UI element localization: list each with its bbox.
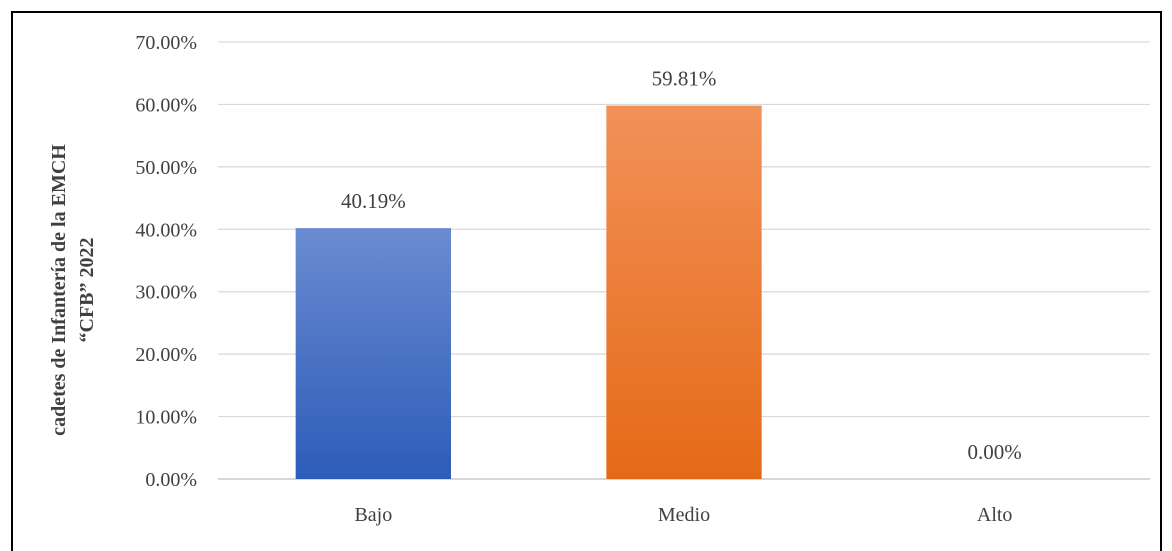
y-tick-label: 20.00% — [135, 344, 197, 366]
y-axis-title: cadetes de Infantería de la EMCH “CFB” 2… — [48, 144, 98, 436]
y-tick-label: 50.00% — [135, 157, 197, 179]
y-tick-label: 70.00% — [135, 32, 197, 54]
x-tick-label-bajo: Bajo — [354, 504, 392, 526]
data-label-alto: 0.00% — [968, 440, 1022, 464]
data-labels: 40.19% 59.81% 0.00% — [341, 67, 1022, 464]
bars — [295, 105, 762, 479]
x-tick-label-medio: Medio — [658, 504, 710, 526]
y-axis-ticks: 0.00% 10.00% 20.00% 30.00% 40.00% 50.00% 60.00… — [135, 32, 197, 491]
y-tick-label: 0.00% — [145, 469, 197, 491]
y-axis-title-line-1: cadetes de Infantería de la EMCH — [48, 144, 70, 436]
bar-bajo — [295, 228, 451, 479]
x-tick-label-alto: Alto — [977, 504, 1013, 526]
chart-frame — [11, 11, 1162, 551]
bar-medio — [606, 105, 762, 479]
data-label-bajo: 40.19% — [341, 189, 406, 213]
y-tick-label: 30.00% — [135, 282, 197, 304]
y-tick-label: 60.00% — [135, 94, 197, 116]
y-tick-label: 40.00% — [135, 219, 197, 241]
y-tick-label: 10.00% — [135, 407, 197, 429]
y-axis-title-line-2: “CFB” 2022 — [76, 238, 98, 343]
x-axis-ticks: Bajo Medio Alto — [354, 504, 1012, 526]
bar-chart: cadetes de Infantería de la EMCH “CFB” 2… — [48, 32, 1150, 526]
data-label-medio: 59.81% — [652, 67, 717, 91]
